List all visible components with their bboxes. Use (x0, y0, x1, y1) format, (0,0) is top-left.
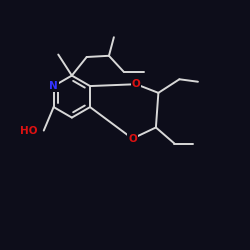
Text: N: N (49, 81, 58, 91)
Text: O: O (128, 134, 137, 143)
Text: O: O (132, 79, 140, 89)
Text: HO: HO (20, 126, 38, 136)
